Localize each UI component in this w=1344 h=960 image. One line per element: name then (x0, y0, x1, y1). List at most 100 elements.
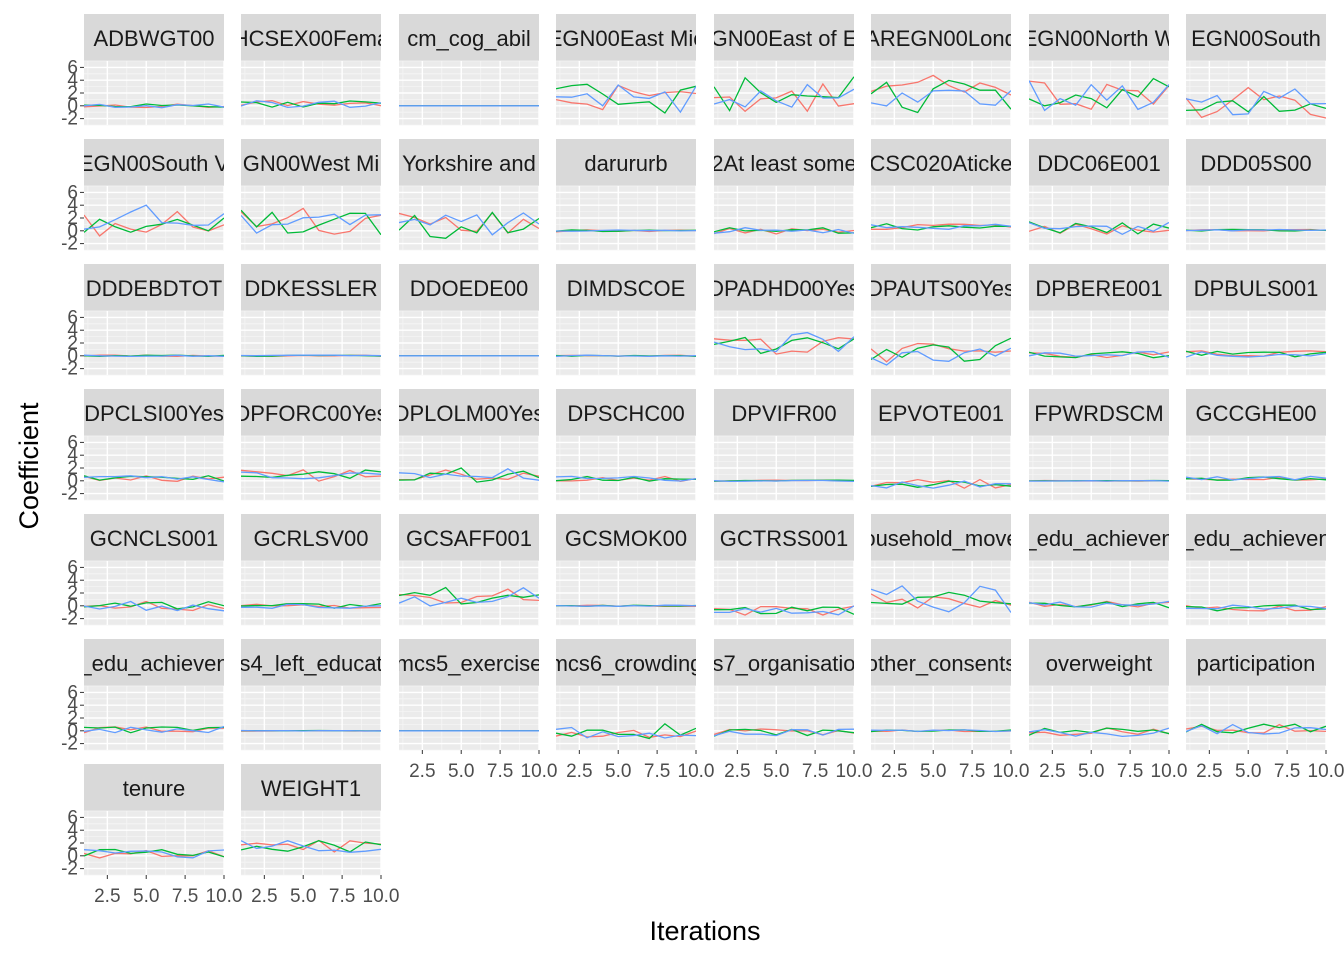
facet-strip (241, 639, 381, 686)
facet-strip (1186, 264, 1326, 311)
facet-strip (556, 389, 696, 436)
facet-strip (1029, 514, 1169, 561)
series-line (399, 468, 539, 481)
series-line (556, 726, 696, 739)
facet-strip-label: tenure (123, 776, 185, 801)
facet-strip-label: participation (1197, 651, 1316, 676)
series-line (241, 471, 381, 480)
facet-strip-label: DDC06E001 (1037, 151, 1161, 176)
series-line (84, 210, 224, 237)
series-line (1186, 351, 1326, 358)
series-line (1029, 80, 1169, 110)
facet-strip (1029, 389, 1169, 436)
series-line (84, 354, 224, 358)
x-tick-label: 7.5 (1117, 761, 1143, 782)
facet-panel: ousehold_move (871, 514, 1012, 626)
facet-strip (241, 14, 381, 61)
y-tick-label: 2 (67, 458, 78, 479)
series-line (399, 211, 539, 239)
y-tick-label: 6 (67, 682, 78, 703)
series-line (714, 728, 854, 737)
facet-strip (871, 139, 1011, 186)
y-tick-label: 4 (67, 195, 78, 216)
series-line (399, 586, 539, 605)
series-line (871, 223, 1011, 230)
y-tick-label: 2 (67, 708, 78, 729)
series-line (241, 840, 381, 853)
facet-strip (714, 264, 854, 311)
facet-strip-label: cm_cog_abil (407, 26, 531, 51)
facet-strip (871, 514, 1011, 561)
facet-strip-label: other_consents (866, 651, 1016, 676)
facet-panel: GN00West Mi (241, 139, 382, 251)
x-tick-label: 5.0 (920, 761, 946, 782)
facet-strip-label: DDKESSLER (244, 276, 377, 301)
facet-panel: EGN00East Mic (548, 14, 705, 126)
facet-strip-label: DPSCHC00 (567, 401, 684, 426)
series-line (399, 211, 539, 234)
series-line (241, 603, 381, 609)
facet-panel: EPVOTE001 (871, 389, 1012, 501)
facet-strip (871, 639, 1011, 686)
facet-strip (399, 139, 539, 186)
facet-strip-label: EGN00South (1191, 26, 1321, 51)
facet-panel: DPADHD00Yes (714, 264, 855, 376)
facet-panel: participation (1186, 639, 1327, 751)
facet-strip-label: GCTRSS001 (720, 526, 848, 551)
series-line (871, 223, 1011, 231)
series-line (871, 79, 1011, 114)
facet-panel: _edu_achieven (1186, 514, 1327, 626)
facet-strip (1029, 139, 1169, 186)
y-tick-label: 4 (67, 320, 78, 341)
y-tick-label: 2 (67, 208, 78, 229)
facet-strip (714, 139, 854, 186)
series-line (1186, 604, 1326, 612)
x-tick-label: 10.0 (521, 761, 558, 782)
series-line (84, 475, 224, 483)
facet-panel: cm_cog_abil (399, 14, 540, 126)
facet-panel: DDDEBDTOT (84, 264, 225, 376)
y-tick-label: -2 (61, 859, 78, 880)
series-line (399, 588, 539, 604)
facet-strip-label: GCCGHE00 (1195, 401, 1316, 426)
y-tick-label: 2 (67, 833, 78, 854)
x-tick-label: 2.5 (881, 761, 907, 782)
y-tick-label: 2 (67, 583, 78, 604)
series-line (84, 600, 224, 612)
facet-strip-label: EPVOTE001 (878, 401, 1004, 426)
facet-panel: tenure (84, 764, 225, 876)
series-line (556, 475, 696, 482)
series-line (714, 331, 854, 353)
y-tick-label: 0 (67, 221, 78, 242)
series-line (84, 600, 224, 612)
facet-panel: DDC06E001 (1029, 139, 1170, 251)
facet-panel: darururb (556, 139, 697, 251)
y-tick-label: 2 (67, 83, 78, 104)
facet-strip-label: mcs5_exercise (396, 651, 543, 676)
facet-panel: FPWRDSCM (1029, 389, 1170, 501)
x-tick-label: 2.5 (1196, 761, 1222, 782)
facet-strip (1186, 639, 1326, 686)
y-tick-label: 4 (67, 820, 78, 841)
facet-panel: ADBWGT00 (84, 14, 225, 126)
facet-strip-label: GCRLSV00 (254, 526, 369, 551)
series-line (84, 725, 224, 734)
y-tick-label: 0 (67, 346, 78, 367)
facet-strip-label: EGN00East Mic (548, 26, 705, 51)
x-tick-label: 10.0 (678, 761, 715, 782)
facet-strip-label: EGN00South V (79, 151, 230, 176)
facet-panel: DDOEDE00 (399, 264, 540, 376)
x-tick-label: 2.5 (251, 886, 277, 907)
facet-panel: EGN00South (1186, 14, 1327, 126)
x-tick-label: 5.0 (1078, 761, 1104, 782)
x-tick-label: 2.5 (94, 886, 120, 907)
series-line (714, 337, 854, 355)
x-tick-label: 5.0 (1235, 761, 1261, 782)
facet-panel: DPBULS001 (1186, 264, 1327, 376)
facet-strip (556, 264, 696, 311)
facet-strip-label: DPLOLM00Yes (394, 401, 545, 426)
series-line (871, 478, 1011, 489)
series-line (1029, 479, 1169, 482)
x-tick-label: 2.5 (409, 761, 435, 782)
series-line (1186, 88, 1326, 116)
